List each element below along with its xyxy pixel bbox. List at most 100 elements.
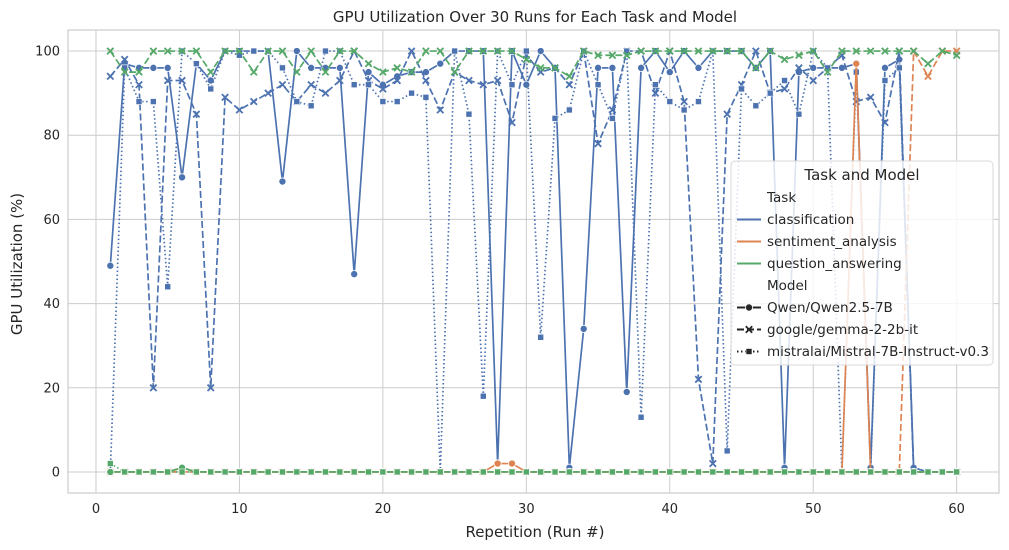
tick-labels: 0 10 20 30 40 50 60 0 20 40 60 80 100 [35, 45, 965, 517]
data-point [594, 63, 603, 72]
data-point [881, 118, 889, 127]
data-point [106, 47, 115, 55]
data-point [939, 468, 946, 476]
data-point [708, 47, 717, 55]
data-point [221, 468, 229, 476]
legend: Task and Model Task classification sentimen… [730, 160, 994, 366]
data-point [881, 77, 889, 84]
data-point [422, 94, 430, 101]
data-point [493, 459, 502, 468]
data-point [594, 468, 602, 476]
data-point [178, 468, 186, 476]
data-point [508, 47, 516, 55]
data-point [953, 468, 960, 476]
data-point [451, 47, 458, 55]
data-point [910, 468, 917, 476]
data-point [250, 47, 258, 55]
data-point [866, 93, 875, 102]
data-point [838, 47, 846, 55]
data-point [952, 51, 961, 60]
data-point [494, 468, 501, 476]
data-point [379, 98, 387, 105]
data-point [824, 468, 831, 476]
data-point [594, 51, 602, 60]
data-point [206, 68, 215, 76]
data-point [565, 72, 574, 81]
data-point [565, 80, 574, 89]
data-point [766, 468, 774, 476]
data-point [479, 468, 487, 476]
data-point [709, 468, 717, 476]
data-point [178, 47, 186, 55]
data-point [465, 110, 473, 118]
data-point [407, 68, 416, 76]
y-tick-label: 40 [43, 297, 60, 312]
data-point [364, 59, 373, 68]
data-point [852, 59, 861, 68]
data-point [321, 89, 330, 97]
data-point [522, 55, 531, 64]
data-point [737, 47, 746, 55]
legend-marker-x [745, 325, 753, 334]
legend-marker-circle [745, 303, 754, 312]
data-point [278, 177, 287, 186]
data-point [536, 64, 545, 72]
data-point [393, 76, 402, 85]
data-point [852, 468, 860, 476]
data-point [665, 47, 674, 55]
data-point [752, 64, 760, 72]
y-axis-label: GPU Utilization (%) [8, 193, 26, 335]
data-point [336, 76, 344, 85]
y-tick-label: 80 [43, 129, 60, 144]
data-point [178, 173, 187, 182]
data-point [938, 47, 947, 55]
legend-entry-model-0: Qwen/Qwen2.5-7B [767, 300, 893, 316]
data-point [493, 47, 502, 55]
x-axis-label: Repetition (Run #) [465, 523, 604, 541]
data-point [235, 106, 244, 114]
data-point [207, 468, 215, 476]
data-point [637, 47, 645, 55]
data-point [738, 85, 745, 93]
data-point [465, 47, 473, 55]
chart-title: GPU Utilization Over 30 Runs for Each Ta… [333, 8, 737, 26]
data-point [680, 97, 688, 106]
data-point [608, 51, 617, 60]
data-point [652, 468, 659, 476]
data-point [507, 459, 516, 468]
data-point [780, 55, 789, 64]
data-point [795, 468, 803, 476]
data-point [206, 76, 215, 85]
legend-marker-square [745, 348, 753, 355]
data-point [164, 468, 171, 476]
data-point [695, 98, 702, 105]
data-point [781, 468, 788, 476]
data-point [924, 72, 932, 81]
data-point [150, 98, 157, 105]
data-point [637, 63, 646, 72]
data-point [924, 468, 932, 476]
data-point [393, 64, 402, 72]
data-point [221, 93, 229, 102]
data-point [566, 468, 573, 476]
data-point [107, 460, 114, 467]
data-point [695, 468, 702, 476]
data-point [379, 85, 387, 93]
data-point [652, 81, 659, 89]
data-point [221, 47, 229, 55]
data-point [393, 98, 401, 105]
y-tick-label: 60 [43, 213, 60, 228]
data-point [881, 47, 889, 55]
legend-entry-classification: classification [767, 212, 854, 228]
data-point [393, 468, 401, 476]
data-point [738, 468, 745, 476]
data-point [795, 64, 803, 72]
y-tick-label: 20 [43, 381, 60, 396]
data-point [622, 387, 631, 396]
data-point [307, 47, 315, 55]
x-tick-label: 20 [375, 502, 392, 517]
data-point [909, 47, 918, 55]
data-point [852, 47, 861, 55]
data-point [436, 106, 445, 114]
